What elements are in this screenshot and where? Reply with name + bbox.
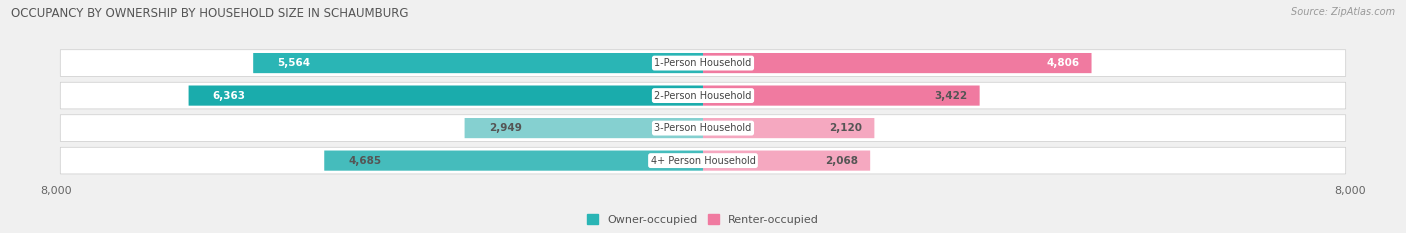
Text: 4,685: 4,685 [349, 156, 381, 166]
Text: 2,068: 2,068 [825, 156, 858, 166]
FancyBboxPatch shape [703, 118, 875, 138]
Text: 3-Person Household: 3-Person Household [654, 123, 752, 133]
Text: 3,422: 3,422 [935, 91, 967, 101]
FancyBboxPatch shape [703, 151, 870, 171]
Text: Source: ZipAtlas.com: Source: ZipAtlas.com [1291, 7, 1395, 17]
Text: 2-Person Household: 2-Person Household [654, 91, 752, 101]
Text: 1-Person Household: 1-Person Household [654, 58, 752, 68]
Legend: Owner-occupied, Renter-occupied: Owner-occupied, Renter-occupied [582, 210, 824, 229]
Text: 2,120: 2,120 [830, 123, 862, 133]
FancyBboxPatch shape [703, 53, 1091, 73]
Text: OCCUPANCY BY OWNERSHIP BY HOUSEHOLD SIZE IN SCHAUMBURG: OCCUPANCY BY OWNERSHIP BY HOUSEHOLD SIZE… [11, 7, 409, 20]
FancyBboxPatch shape [253, 53, 703, 73]
Text: 6,363: 6,363 [212, 91, 246, 101]
Text: 4,806: 4,806 [1046, 58, 1080, 68]
FancyBboxPatch shape [60, 115, 1346, 141]
FancyBboxPatch shape [188, 86, 703, 106]
FancyBboxPatch shape [703, 86, 980, 106]
FancyBboxPatch shape [464, 118, 703, 138]
Text: 2,949: 2,949 [489, 123, 522, 133]
FancyBboxPatch shape [60, 50, 1346, 76]
FancyBboxPatch shape [60, 147, 1346, 174]
FancyBboxPatch shape [60, 82, 1346, 109]
FancyBboxPatch shape [325, 151, 703, 171]
Text: 4+ Person Household: 4+ Person Household [651, 156, 755, 166]
Text: 5,564: 5,564 [277, 58, 311, 68]
